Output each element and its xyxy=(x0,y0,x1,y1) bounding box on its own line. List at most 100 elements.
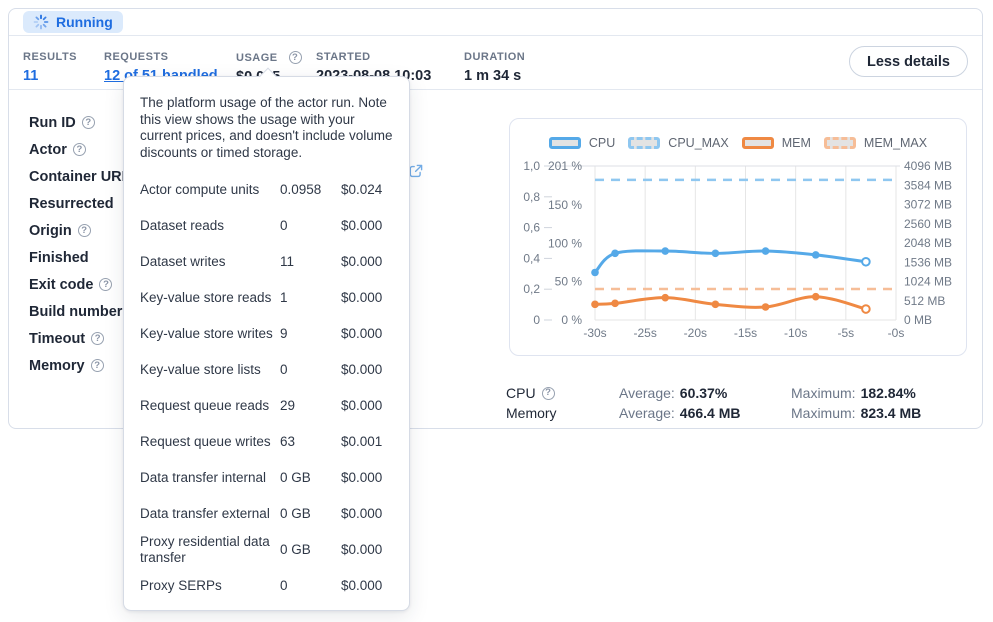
usage-row-value: 0 GB xyxy=(280,506,311,522)
field-label: Run ID xyxy=(29,114,76,131)
usage-row-key-value-store-reads: Key-value store reads 1 $0.000 xyxy=(140,280,393,316)
legend-swatch xyxy=(548,137,581,149)
data-point-cpu xyxy=(711,249,720,258)
maximum-value: 823.4 MB xyxy=(860,405,922,421)
x-axis-tick: -0s xyxy=(888,326,905,340)
run-details-section: Run ID?Actor?Container URL?ResurrectedOr… xyxy=(9,91,982,429)
left-outer-tick: 0,2 xyxy=(523,282,540,296)
usage-row-label: Proxy residential data transfer xyxy=(140,534,270,565)
resource-stat-cpu: CPU? Average: 60.37% Maximum: 182.84% xyxy=(506,383,976,403)
stat-value-results[interactable]: 11 xyxy=(23,68,39,84)
legend-label: CPU xyxy=(588,136,616,150)
resource-stats: CPU? Average: 60.37% Maximum: 182.84% Memory A… xyxy=(506,383,976,423)
legend-item-cpu[interactable]: CPU xyxy=(548,136,616,150)
usage-row-dataset-writes: Dataset writes 11 $0.000 xyxy=(140,244,393,280)
field-label: Container URL xyxy=(29,168,131,185)
usage-breakdown-table: Actor compute units 0.0958 $0.024 Dataset r… xyxy=(140,172,393,604)
usage-row-price: $0.000 xyxy=(341,578,383,594)
legend-label: MEM_MAX xyxy=(863,136,928,150)
stat-label: RESULTS xyxy=(23,51,104,63)
resource-stat-average: Average: 60.37% xyxy=(619,385,791,401)
help-icon[interactable]: ? xyxy=(99,278,113,291)
data-point-cpu xyxy=(591,268,599,277)
field-origin: Origin? xyxy=(29,217,150,244)
usage-row-value: 29 xyxy=(280,398,296,414)
usage-row-price: $0.024 xyxy=(341,182,383,198)
data-point-mem xyxy=(811,292,820,301)
external-link-icon[interactable] xyxy=(408,163,424,179)
usage-row-price: $0.000 xyxy=(341,506,383,522)
mb-axis-tick: 1536 MB xyxy=(904,255,952,269)
resource-stat-label: Memory xyxy=(506,405,619,421)
resource-stat-maximum: Maximum: 823.4 MB xyxy=(791,405,921,421)
help-icon[interactable]: ? xyxy=(81,116,95,129)
field-label: Finished xyxy=(29,249,89,266)
legend-item-mem-max[interactable]: MEM_MAX xyxy=(823,136,928,150)
stat-label: REQUESTS xyxy=(104,51,236,63)
data-point-mem xyxy=(761,303,770,311)
legend-label: MEM xyxy=(781,136,811,150)
usage-row-request-queue-reads: Request queue reads 29 $0.000 xyxy=(140,388,393,424)
percent-axis-tick: 150 % xyxy=(548,198,582,212)
data-point-cpu xyxy=(861,256,871,267)
data-point-cpu xyxy=(661,247,670,255)
data-point-cpu xyxy=(611,249,619,258)
field-label: Exit code xyxy=(29,276,94,293)
usage-row-label: Key-value store reads xyxy=(140,290,272,306)
data-point-mem xyxy=(611,299,619,308)
help-icon[interactable]: ? xyxy=(91,332,105,345)
resource-usage-chart-panel: CPU CPU_MAX MEM MEM_MAX -30s -25s -20s -15s -10… xyxy=(509,118,967,356)
status-badge: Running xyxy=(23,11,123,33)
usage-row-value: 63 xyxy=(280,434,296,450)
field-memory: Memory? xyxy=(29,352,150,379)
field-label: Build number xyxy=(29,303,123,320)
status-row: Running xyxy=(9,9,982,36)
resource-stat-average: Average: 466.4 MB xyxy=(619,405,791,421)
spinner-icon xyxy=(33,14,49,30)
usage-row-label: Data transfer external xyxy=(140,506,270,522)
usage-row-price: $0.000 xyxy=(341,362,383,378)
field-resurrected: Resurrected xyxy=(29,190,150,217)
usage-row-actor-compute-units: Actor compute units 0.0958 $0.024 xyxy=(140,172,393,208)
percent-axis-tick: 201 % xyxy=(548,159,582,173)
field-run-id: Run ID? xyxy=(29,109,150,136)
maximum-prefix: Maximum: xyxy=(791,405,856,421)
field-timeout: Timeout? xyxy=(29,325,150,352)
legend-item-mem[interactable]: MEM xyxy=(741,136,811,150)
help-icon[interactable]: ? xyxy=(77,224,91,237)
usage-row-label: Key-value store writes xyxy=(140,326,273,342)
resource-stat-maximum: Maximum: 182.84% xyxy=(791,385,916,401)
stat-results: RESULTS 11 xyxy=(23,51,104,89)
usage-row-label: Request queue writes xyxy=(140,434,271,450)
mb-axis-tick: 512 MB xyxy=(904,294,945,308)
usage-row-value: 0 xyxy=(280,578,288,594)
help-icon[interactable]: ? xyxy=(288,51,302,64)
less-details-button[interactable]: Less details xyxy=(848,46,968,77)
help-icon[interactable]: ? xyxy=(72,143,86,156)
legend-item-cpu-max[interactable]: CPU_MAX xyxy=(628,136,729,150)
x-axis-tick: -25s xyxy=(633,326,656,340)
left-outer-tick: 0 xyxy=(533,313,540,327)
usage-row-value: 0 GB xyxy=(280,542,311,558)
usage-tooltip: The platform usage of the actor run. Not… xyxy=(123,67,410,611)
usage-row-data-transfer-internal: Data transfer internal 0 GB $0.000 xyxy=(140,460,393,496)
data-point-cpu xyxy=(811,251,820,259)
percent-axis-tick: 0 % xyxy=(561,313,582,327)
mb-axis-tick: 1024 MB xyxy=(904,275,952,289)
x-axis-tick: -30s xyxy=(583,326,606,340)
field-actor: Actor? xyxy=(29,136,150,163)
left-outer-tick: 0,8 xyxy=(523,190,540,204)
usage-row-price: $0.000 xyxy=(341,254,383,270)
help-icon[interactable]: ? xyxy=(541,386,555,400)
legend-swatch xyxy=(823,137,856,149)
help-icon[interactable]: ? xyxy=(90,359,104,372)
usage-row-price: $0.000 xyxy=(341,542,383,558)
left-outer-tick: 0,4 xyxy=(523,251,540,265)
mb-axis-tick: 2048 MB xyxy=(904,236,952,250)
usage-row-label: Key-value store lists xyxy=(140,362,261,378)
average-value: 466.4 MB xyxy=(679,405,741,421)
stat-label-text: USAGE xyxy=(236,51,278,64)
usage-row-value: 0 xyxy=(280,218,288,234)
usage-row-label: Dataset reads xyxy=(140,218,225,234)
percent-axis-tick: 50 % xyxy=(555,275,583,289)
